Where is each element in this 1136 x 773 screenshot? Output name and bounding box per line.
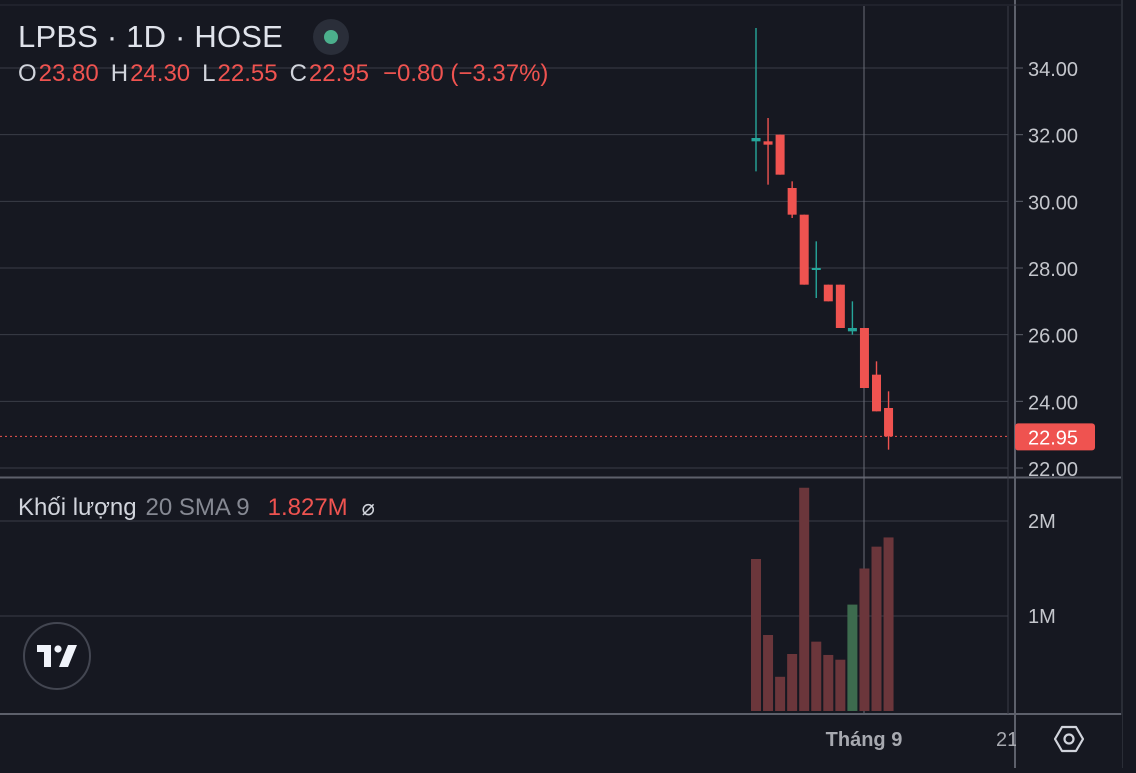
candle	[859, 328, 869, 388]
volume-bar	[871, 546, 882, 711]
candle	[847, 301, 857, 335]
price-tick-label: 32.00	[1028, 126, 1078, 148]
market-status-button[interactable]	[313, 19, 350, 55]
candle-body	[872, 374, 881, 412]
settings-hexagon-icon[interactable]	[1052, 722, 1086, 756]
volume-bar	[859, 568, 870, 711]
volume-bar	[751, 559, 761, 711]
price-tick-label: 28.00	[1028, 259, 1078, 281]
volume-indicator-name[interactable]: Khối lượng	[18, 494, 137, 521]
volume-tick-label: 1M	[1028, 606, 1056, 628]
candle	[811, 241, 821, 298]
candle	[763, 118, 773, 185]
open-label: O	[18, 60, 37, 87]
last-price-label: 22.95	[1028, 427, 1078, 449]
close-value: 22.95	[308, 60, 369, 87]
candle-body	[751, 138, 761, 142]
volume-bar	[787, 654, 798, 711]
volume-bar	[799, 487, 810, 711]
candle-body	[763, 141, 773, 145]
time-axis-corner	[1016, 715, 1122, 768]
low-label: L	[202, 60, 216, 87]
time-axis-label-day: 21	[996, 729, 1018, 751]
high-label: H	[110, 60, 129, 87]
price-tick-label: 26.00	[1028, 326, 1078, 348]
candle	[835, 284, 845, 328]
candle-body	[775, 134, 785, 175]
volume-bar	[823, 654, 834, 711]
candle	[799, 214, 809, 285]
candle-body	[847, 328, 857, 332]
candle	[787, 181, 797, 218]
volume-indicator-value: 1.827M	[267, 494, 348, 521]
volume-bar	[835, 659, 846, 711]
candle	[884, 391, 894, 450]
chart-header: LPBS · 1D · HOSE O 23.80 H 24.30 L 22.55…	[18, 16, 548, 88]
candle-body	[823, 284, 833, 302]
volume-bar	[811, 641, 822, 711]
market-status-dot-icon	[324, 30, 339, 44]
volume-bar	[763, 635, 774, 711]
price-change: −0.80 (−3.37%)	[382, 60, 549, 87]
volume-bar	[775, 676, 786, 711]
candle	[751, 28, 761, 172]
price-tick-label: 30.00	[1028, 192, 1078, 214]
volume-legend[interactable]: Khối lượng 20 SMA 9 1.827M ⌀	[18, 494, 375, 522]
last-price-badge	[1015, 423, 1095, 451]
candle-body	[835, 284, 845, 328]
low-value: 22.55	[217, 60, 278, 87]
symbol-title[interactable]: LPBS · 1D · HOSE	[18, 19, 284, 54]
high-value: 24.30	[130, 60, 191, 87]
candle-body	[859, 328, 869, 388]
volume-bar	[883, 537, 894, 711]
volume-tick-label: 2M	[1028, 511, 1056, 533]
ohlc-legend: O 23.80 H 24.30 L 22.55 C 22.95 −0.80 (−…	[18, 60, 548, 88]
candle-body	[787, 188, 797, 215]
candle-body	[884, 408, 894, 437]
open-value: 23.80	[38, 60, 99, 87]
volume-indicator-params: 20 SMA 9	[145, 494, 250, 521]
price-tick-label: 34.00	[1028, 59, 1078, 81]
close-label: C	[289, 60, 307, 87]
price-tick-label: 22.00	[1028, 459, 1078, 481]
tradingview-logo-icon[interactable]	[23, 622, 91, 690]
time-axis-label-month: Tháng 9	[826, 729, 903, 751]
candle	[872, 361, 881, 412]
candle	[775, 134, 785, 175]
volume-bar	[847, 604, 858, 711]
candle-body	[799, 214, 809, 285]
candle-body	[811, 268, 821, 270]
candle	[823, 284, 833, 302]
price-tick-label: 24.00	[1028, 392, 1078, 414]
hide-indicator-icon[interactable]: ⌀	[361, 495, 375, 520]
